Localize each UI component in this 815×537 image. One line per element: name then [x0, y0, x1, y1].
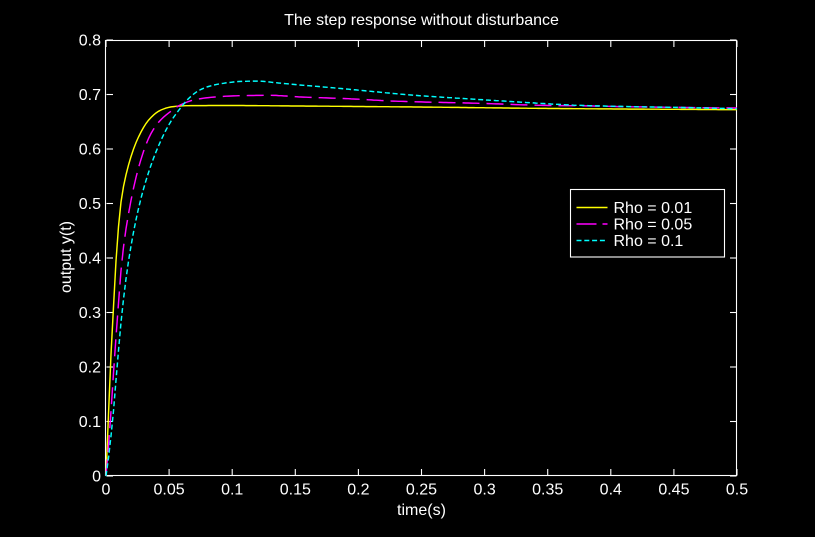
svg-text:Rho = 0.01: Rho = 0.01 — [614, 200, 693, 217]
svg-text:0.2: 0.2 — [79, 360, 101, 377]
svg-text:0: 0 — [102, 482, 111, 499]
svg-text:0.05: 0.05 — [154, 482, 185, 499]
svg-text:0.25: 0.25 — [406, 482, 437, 499]
svg-text:0.8: 0.8 — [79, 33, 101, 50]
svg-text:0.5: 0.5 — [79, 196, 101, 213]
svg-text:0.7: 0.7 — [79, 87, 101, 104]
svg-text:The step response without dist: The step response without disturbance — [284, 12, 559, 29]
svg-text:0.6: 0.6 — [79, 142, 101, 159]
svg-text:0.2: 0.2 — [347, 482, 369, 499]
svg-text:0.1: 0.1 — [221, 482, 243, 499]
svg-text:0.5: 0.5 — [726, 482, 748, 499]
svg-text:Rho = 0.1: Rho = 0.1 — [614, 233, 684, 250]
svg-text:0.4: 0.4 — [79, 251, 101, 268]
svg-text:0: 0 — [92, 469, 101, 486]
svg-text:0.3: 0.3 — [79, 305, 101, 322]
svg-text:0.35: 0.35 — [532, 482, 563, 499]
svg-text:time(s): time(s) — [397, 502, 446, 519]
svg-text:0.45: 0.45 — [658, 482, 689, 499]
svg-text:0.3: 0.3 — [473, 482, 495, 499]
svg-text:Rho = 0.05: Rho = 0.05 — [614, 217, 693, 234]
svg-text:output y(t): output y(t) — [58, 221, 75, 293]
svg-text:0.4: 0.4 — [600, 482, 622, 499]
svg-text:0.15: 0.15 — [280, 482, 311, 499]
svg-text:0.1: 0.1 — [79, 414, 101, 431]
